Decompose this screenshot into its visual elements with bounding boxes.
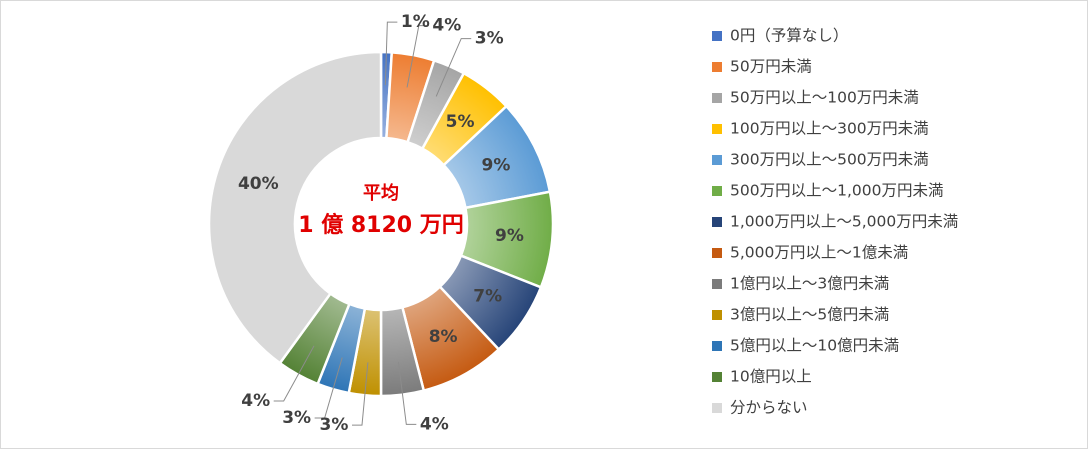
slice-labels: 1% 4%3%5%9%9%7%8%4%3%3%4%40% — [238, 12, 524, 435]
slice-label-1: 1% — [401, 12, 430, 32]
legend-swatch-2 — [712, 62, 722, 72]
slice-13 — [207, 50, 383, 365]
center-label-value: 1 億 8120 万円 — [298, 212, 464, 238]
legend-swatch-4 — [712, 124, 722, 134]
legend: 0円（予算なし） 50万円未満 50万円以上～100万円未満 100万円以上～300万… — [712, 26, 958, 417]
slice-label-10: 3% — [320, 415, 349, 435]
legend-label-4: 100万円以上～300万円未満 — [730, 120, 929, 138]
center-label: 平均 1 億 8120 万円 — [298, 182, 464, 238]
legend-label-9: 1億円以上～3億円未満 — [730, 275, 889, 293]
slice-label-12: 4% — [241, 391, 270, 411]
leader-lines — [273, 21, 472, 426]
legend-swatch-10 — [712, 310, 722, 320]
slice-label-4: 5% — [446, 112, 475, 132]
slice-label-2: 4% — [432, 16, 461, 36]
legend-swatch-11 — [712, 341, 722, 351]
slice-label-11: 3% — [282, 408, 311, 428]
leader-line-2 — [406, 25, 429, 88]
legend-label-8: 5,000万円以上～1億未満 — [730, 244, 908, 262]
donut-slices — [207, 50, 555, 398]
legend-label-13: 分からない — [730, 399, 808, 417]
slice-label-5: 9% — [482, 155, 511, 175]
legend-swatch-8 — [712, 248, 722, 258]
legend-swatch-9 — [712, 279, 722, 289]
legend-label-5: 300万円以上～500万円未満 — [730, 151, 929, 169]
legend-label-11: 5億円以上～10億円未満 — [730, 337, 899, 355]
legend-swatch-3 — [712, 93, 722, 103]
leader-line-11 — [314, 357, 343, 419]
slice-label-9: 4% — [420, 414, 449, 434]
slice-label-8: 8% — [429, 327, 458, 347]
leader-line-12 — [273, 345, 315, 402]
slice-label-3: 3% — [475, 29, 504, 49]
legend-label-7: 1,000万円以上～5,000万円未満 — [730, 213, 958, 231]
leader-line-1 — [384, 21, 398, 86]
leader-line-9 — [397, 361, 417, 425]
slice-label-7: 7% — [473, 287, 502, 307]
legend-swatch-6 — [712, 186, 722, 196]
legend-swatch-12 — [712, 372, 722, 382]
legend-label-3: 50万円以上～100万円未満 — [730, 89, 919, 107]
legend-swatch-5 — [712, 155, 722, 165]
legend-label-10: 3億円以上～5億円未満 — [730, 306, 889, 324]
slice-label-6: 9% — [495, 226, 524, 246]
legend-swatch-7 — [712, 217, 722, 227]
leader-line-10 — [351, 362, 369, 426]
center-label-title: 平均 — [363, 182, 399, 204]
legend-label-12: 10億円以上 — [730, 368, 812, 386]
slice-label-13: 40% — [238, 174, 279, 194]
leader-line-3 — [435, 38, 472, 97]
legend-swatch-1 — [712, 31, 722, 41]
legend-swatch-13 — [712, 403, 722, 413]
legend-label-1: 0円（予算なし） — [730, 26, 848, 45]
legend-label-6: 500万円以上～1,000万円未満 — [730, 182, 943, 200]
legend-label-2: 50万円未満 — [730, 58, 812, 76]
